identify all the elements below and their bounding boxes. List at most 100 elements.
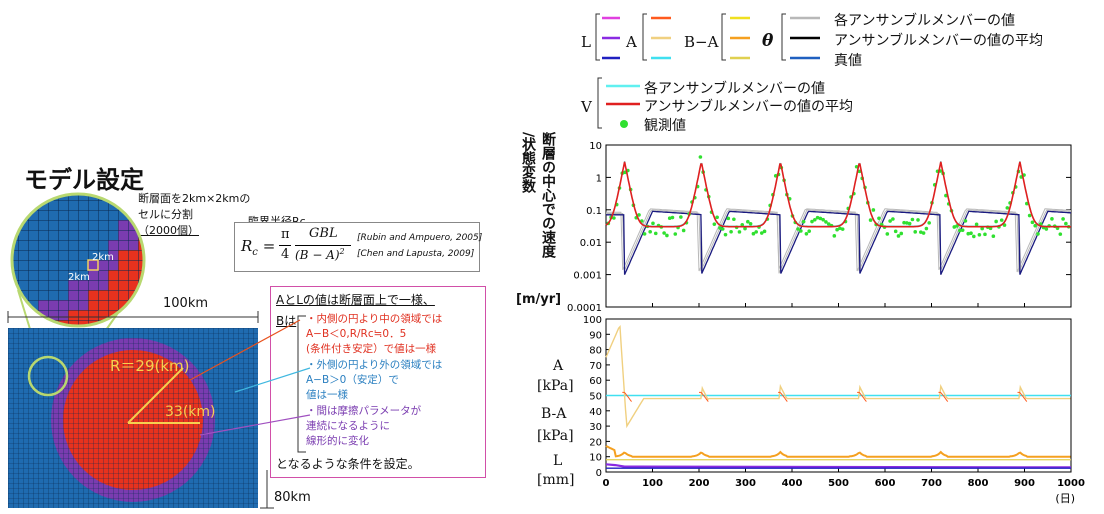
fault-division-line-3: （2000個） — [138, 224, 199, 237]
formula-four: 4 — [281, 247, 290, 262]
param-xtick-label: 300 — [735, 478, 756, 489]
observed-point — [905, 221, 909, 225]
observed-point — [653, 231, 658, 236]
outer-condition-1: ・外側の円より外の領域では — [306, 359, 443, 371]
observed-point — [983, 232, 987, 237]
observed-point — [893, 229, 898, 234]
outer-radius-label: 33(km) — [165, 404, 216, 420]
observed-point — [994, 219, 998, 224]
observed-point — [754, 230, 758, 234]
outer-condition-3: 値は一様 — [306, 389, 348, 401]
observed-point — [913, 230, 918, 234]
param-xtick-label: 100 — [642, 478, 663, 489]
observed-point — [877, 216, 881, 221]
param-xtick-label: 500 — [828, 478, 849, 489]
legend-A-bracket — [642, 13, 671, 61]
observed-point — [751, 231, 756, 236]
fault-division-line-2: セルに分割 — [138, 208, 193, 221]
param-xtick-label: 200 — [689, 478, 710, 489]
legend-L-bracket — [595, 13, 620, 61]
fault-plane — [8, 328, 258, 508]
observed-point — [670, 215, 675, 220]
observed-point — [743, 226, 747, 231]
reference-2: [Chen and Lapusta, 2009] — [357, 249, 475, 259]
observed-point — [885, 232, 890, 236]
width-dimension-line — [7, 311, 259, 323]
observed-point — [824, 220, 828, 224]
param-ytick-label: 50 — [589, 392, 602, 403]
conditions-line-1: AとLの値は断層面上で一様、 — [276, 293, 435, 307]
observed-point — [868, 218, 873, 222]
observed-point — [1061, 217, 1065, 221]
param-ytick-label: 80 — [589, 346, 602, 357]
observed-point — [648, 229, 652, 234]
observed-point — [759, 231, 764, 235]
BA-estimate-line — [605, 445, 1071, 458]
observed-point — [966, 231, 971, 236]
velocity-ytick-label: 0.0001 — [567, 303, 602, 314]
legend-L: L — [581, 33, 591, 51]
observed-point — [1030, 220, 1035, 225]
observed-point — [963, 219, 968, 223]
observed-point — [1033, 223, 1037, 228]
legend-members: 各アンサンブルメンバーの値 — [834, 13, 1016, 29]
observed-point — [960, 228, 965, 232]
observed-point — [818, 216, 823, 221]
observed-point — [1005, 206, 1010, 210]
observed-point — [991, 234, 996, 238]
A-member-line — [778, 391, 788, 402]
observed-point — [826, 222, 831, 226]
observed-point — [1058, 232, 1063, 236]
A-member-line — [857, 391, 867, 402]
observed-point — [857, 169, 862, 174]
observed-point — [927, 221, 931, 225]
observed-point — [637, 213, 641, 217]
param-xtick-label: 900 — [1014, 478, 1035, 489]
height-label: 80km — [274, 490, 311, 505]
observed-point — [838, 226, 842, 231]
legend-truth: 真値 — [834, 53, 862, 69]
observed-point — [896, 234, 901, 238]
param-xtick-label: 0 — [603, 478, 610, 489]
observed-point — [762, 229, 767, 234]
observed-point — [807, 229, 812, 233]
A-estimate-line — [605, 324, 1071, 429]
param-label-L-unit: [mm] — [537, 472, 575, 488]
inner-radius-label: R＝29(km) — [110, 357, 190, 375]
observed-point — [924, 226, 929, 231]
observed-point — [916, 218, 920, 222]
param-xtick-label: 400 — [782, 478, 803, 489]
velocity-unit: [m/yr] — [516, 292, 562, 307]
observed-point — [737, 230, 742, 234]
param-ytick-label: 30 — [589, 422, 602, 433]
param-ytick-label: 0 — [596, 468, 602, 479]
observed-point — [732, 217, 736, 222]
inner-condition-3: (条件付き安定）で値は一様 — [306, 343, 437, 355]
conditions-box — [270, 286, 486, 478]
outer-condition-2: A−B＞0（安定）で — [306, 374, 399, 386]
between-condition-3: 線形的に変化 — [306, 435, 369, 447]
observed-point — [840, 227, 845, 231]
L-estimate-line — [605, 463, 1072, 469]
observed-point — [679, 215, 683, 219]
param-ytick-label: 20 — [589, 437, 602, 448]
velocity-chart: 10 1 0.1 0.01 0.001 0.0001 — [567, 141, 1072, 314]
observed-point — [955, 224, 959, 228]
observed-point — [958, 228, 962, 233]
param-label-A-unit: [kPa] — [537, 378, 574, 394]
velocity-ylabel-1: 断層の中心での速度 — [540, 132, 556, 258]
formula-lhs: Rc = — [241, 237, 276, 258]
legend-A: A — [626, 33, 637, 51]
A-member-line — [938, 391, 949, 402]
observed-point — [899, 231, 904, 236]
legend-observed: 観測値 — [644, 118, 686, 134]
legend-BA-bracket — [721, 13, 750, 61]
height-dimension-line — [260, 470, 274, 509]
observed-point — [999, 218, 1004, 222]
pointer-lines — [189, 319, 311, 436]
observed-point — [974, 222, 979, 227]
legend-V: V — [581, 98, 592, 116]
velocity-ylabel-2: /状態変数 — [520, 132, 536, 194]
observed-point — [1044, 227, 1049, 231]
